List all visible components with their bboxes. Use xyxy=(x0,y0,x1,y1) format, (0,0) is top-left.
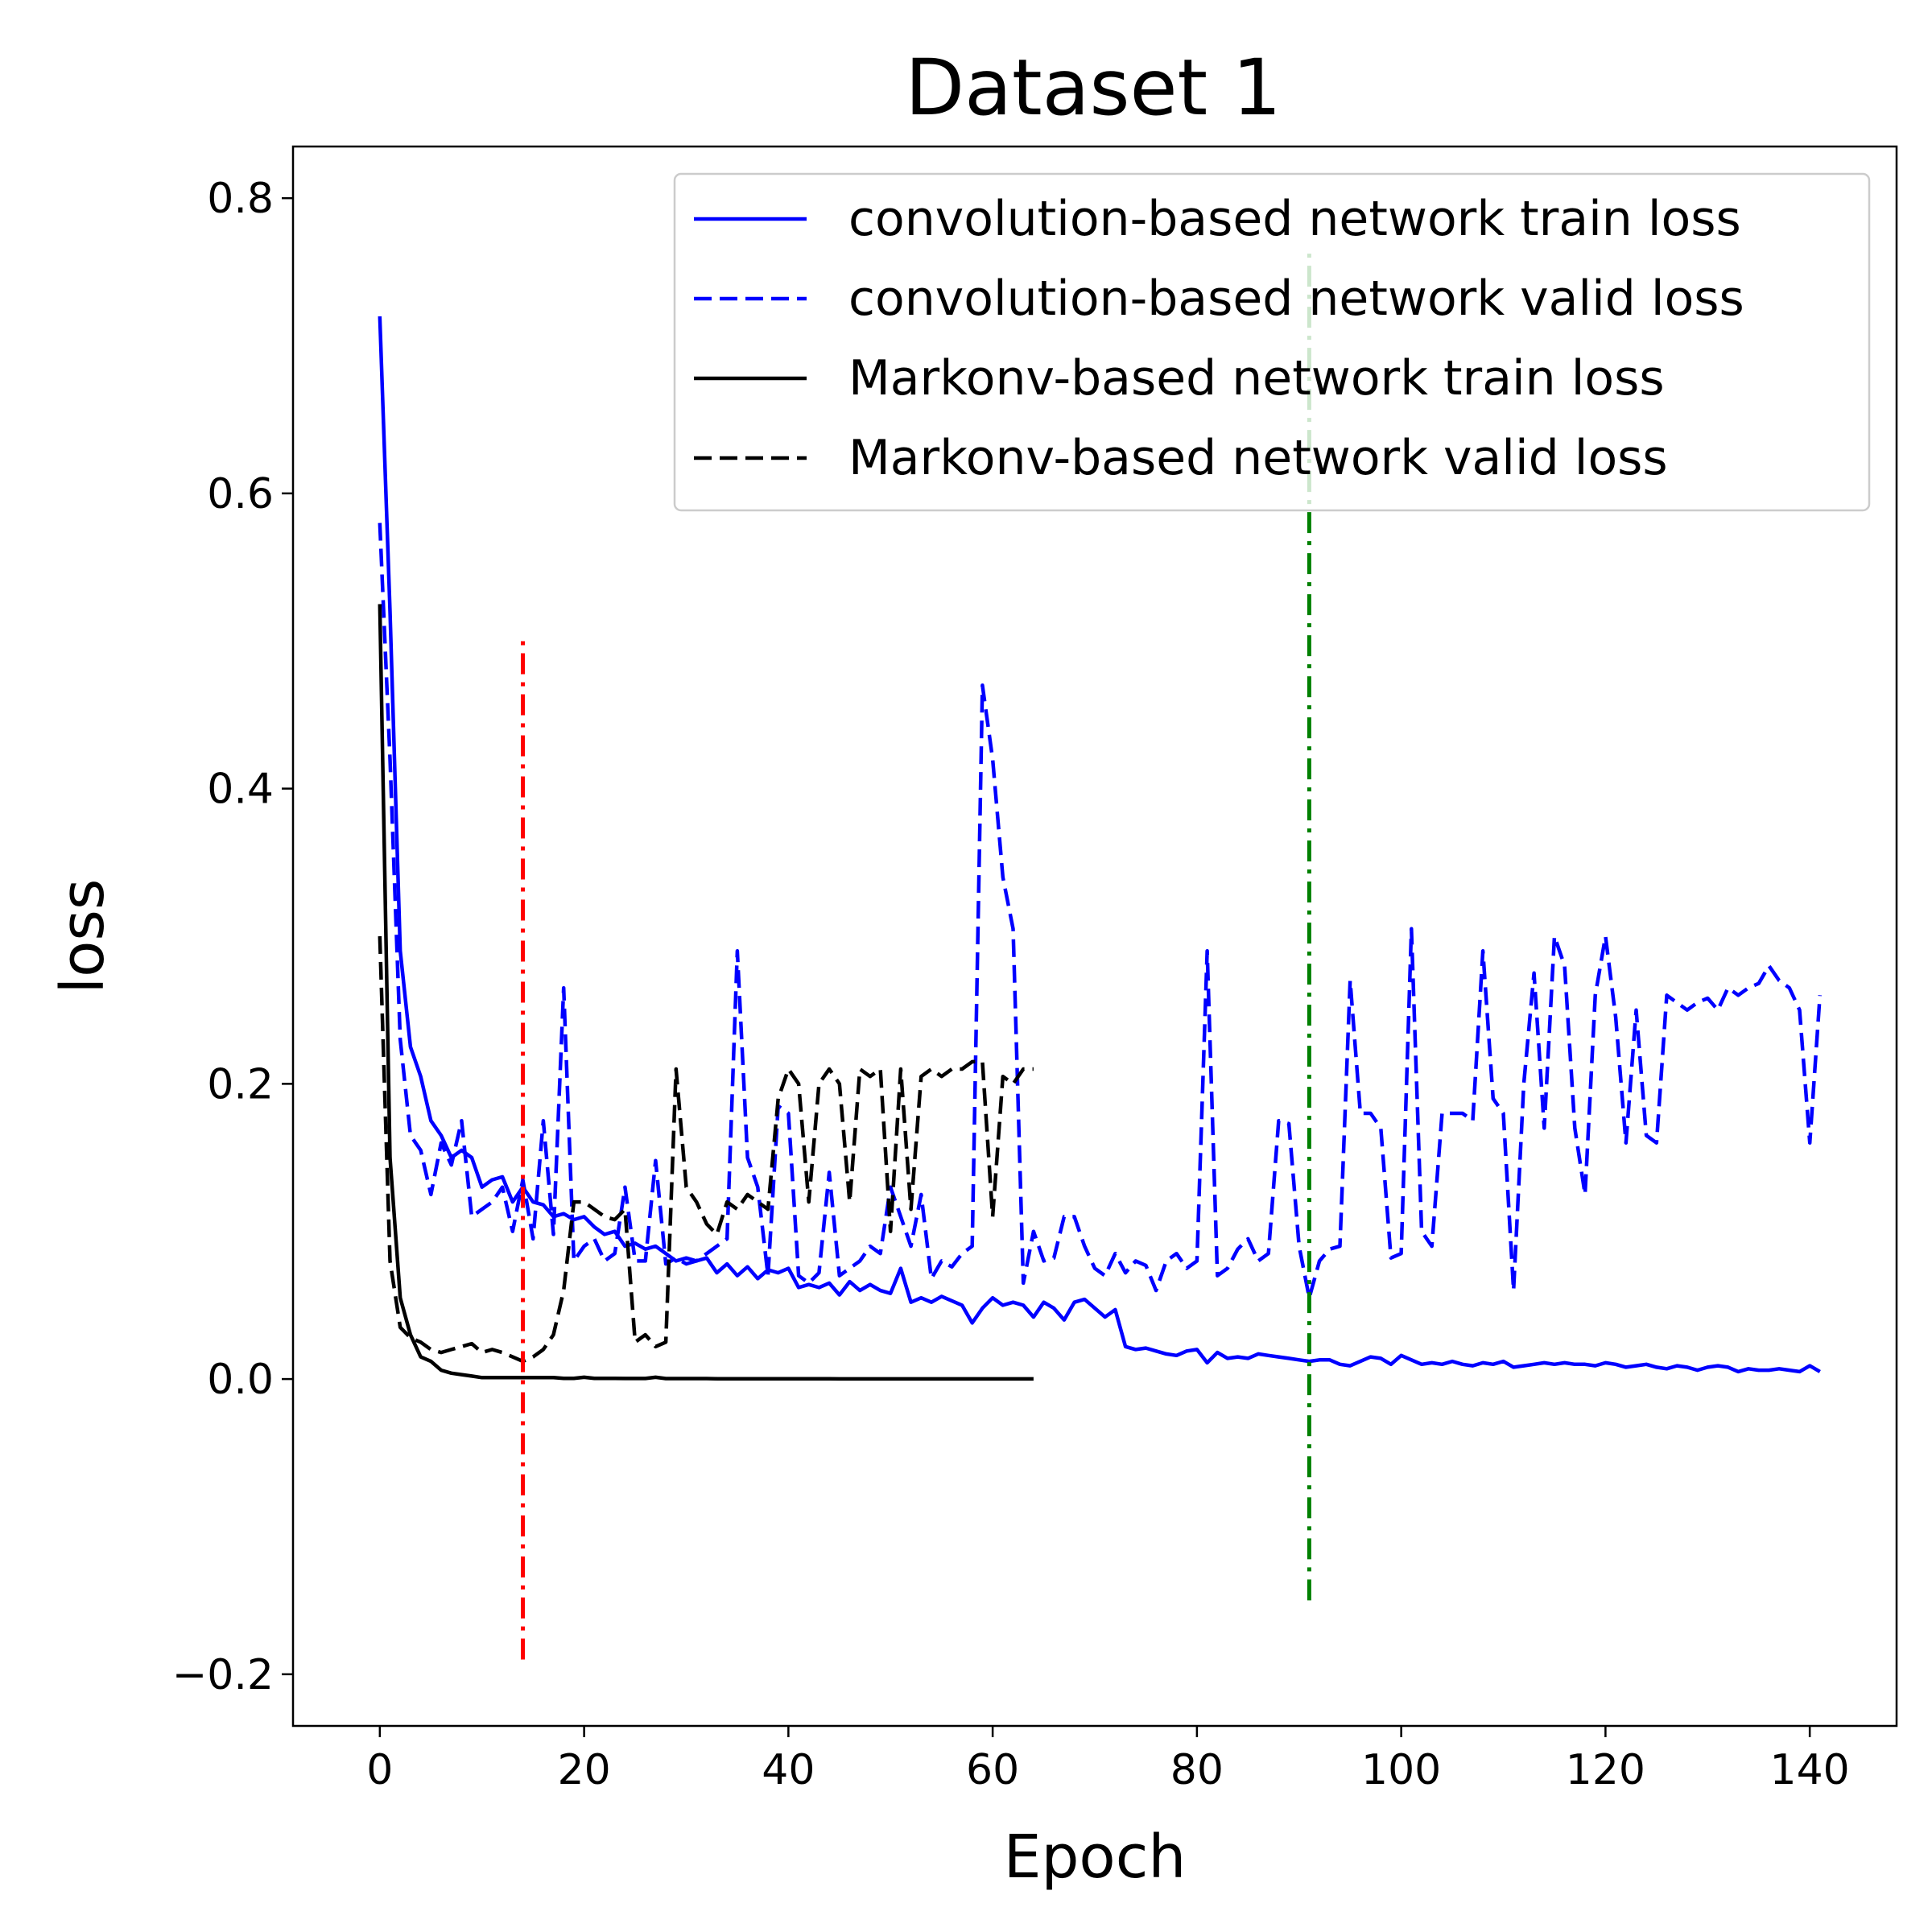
legend-label-2: Markonv-based network train loss xyxy=(848,350,1665,407)
series-line-2 xyxy=(378,604,1034,1381)
legend-label-1: convolution-based network valid loss xyxy=(848,270,1744,327)
x-tick-label: 60 xyxy=(966,1746,1019,1794)
plot-frame xyxy=(291,145,1898,1728)
chart-title: Dataset 1 xyxy=(905,43,1282,133)
y-tick-label: 0.4 xyxy=(207,766,274,814)
x-tick-label: 20 xyxy=(558,1746,611,1794)
series-line-0 xyxy=(378,316,1821,1374)
series-line-1 xyxy=(378,522,1823,1300)
x-tick-label: 0 xyxy=(366,1746,393,1794)
legend: convolution-based network train loss conv… xyxy=(673,172,1871,512)
y-tick-label: 0.6 xyxy=(207,470,274,518)
series-line-3 xyxy=(378,935,1034,1364)
y-tick-label: −0.2 xyxy=(172,1651,274,1699)
x-tick-label: 80 xyxy=(1170,1746,1224,1794)
y-tick-label: 0.2 xyxy=(207,1060,274,1108)
x-tick-label: 40 xyxy=(762,1746,815,1794)
y-axis: −0.2 0.0 0.2 0.4 0.6 0.8 xyxy=(172,175,293,1699)
x-tick-label: 120 xyxy=(1566,1746,1645,1794)
y-tick-label: 0.8 xyxy=(207,175,274,223)
y-tick-label: 0.0 xyxy=(207,1356,274,1404)
plot-area xyxy=(378,250,1823,1660)
x-tick-label: 100 xyxy=(1361,1746,1441,1794)
y-axis-label: loss xyxy=(48,879,118,994)
x-axis-label: Epoch xyxy=(1004,1823,1187,1892)
legend-label-0: convolution-based network train loss xyxy=(848,191,1741,247)
legend-box xyxy=(673,172,1871,512)
legend-label-3: Markonv-based network valid loss xyxy=(848,430,1668,486)
x-axis: 0 20 40 60 80 100 120 140 xyxy=(366,1726,1850,1794)
x-tick-label: 140 xyxy=(1770,1746,1850,1794)
